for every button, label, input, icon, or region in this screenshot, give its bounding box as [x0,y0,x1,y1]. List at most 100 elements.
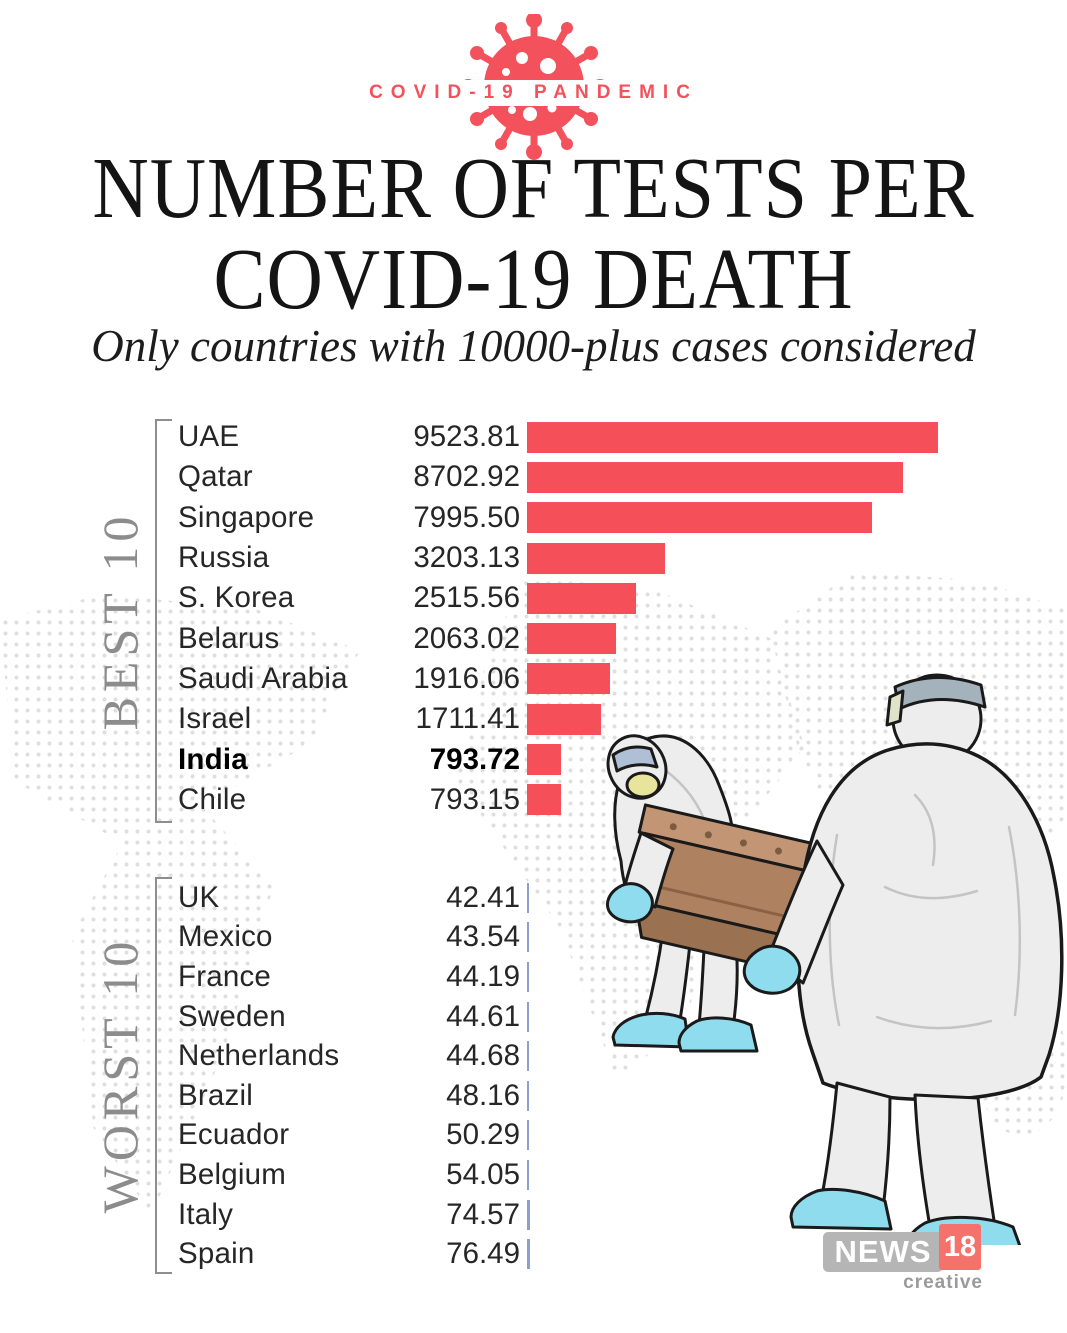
bracket-worst [155,877,175,1274]
value-bar [527,1080,530,1111]
value-bar [527,663,610,695]
country-label: Saudi Arabia [178,661,348,695]
goggles-left-worker [625,771,661,799]
news18-logo-creative: creative [903,1272,983,1293]
country-label: Brazil [178,1078,253,1112]
group-label-worst: WORST 10 [92,936,148,1214]
country-value: 3203.13 [413,541,520,575]
value-bar [527,582,636,614]
country-value: 76.49 [446,1237,520,1271]
visor-right-worker [893,676,987,711]
country-label: Qatar [178,460,253,494]
boot-left-worker-1 [611,1011,691,1049]
value-bar [527,1001,529,1032]
value-bar [527,1159,530,1190]
country-label: Spain [178,1237,255,1271]
best-rows: UAE 9523.81 Qatar 8702.92 Singapore 7995… [178,417,938,820]
chart-row: UK 42.41 [178,878,530,918]
country-label: India [178,742,248,776]
group-label-best: BEST 10 [92,511,148,731]
country-value: 7995.50 [413,500,520,534]
hazmat-workers-coffin-illustration [605,673,1064,1245]
page-subtitle: Only countries with 10000-plus cases con… [91,321,976,371]
pandemic-badge: COVID-19 PANDEMIC [355,80,712,106]
news18-creative-logo: NEWS 18 creative [823,1220,1043,1293]
value-bar [527,784,562,816]
country-value: 793.72 [429,742,520,776]
value-bar [527,703,601,735]
country-label: Netherlands [178,1039,340,1073]
country-value: 50.29 [446,1118,520,1152]
chart-row: Ecuador 50.29 [178,1116,530,1156]
chart-row: Mexico 43.54 [178,918,530,958]
title-line-2: COVID-19 DEATH [213,229,854,327]
country-label: Russia [178,541,270,575]
country-label: Israel [178,702,252,736]
country-value: 2515.56 [413,581,520,615]
value-bar [527,882,529,913]
country-value: 74.57 [446,1197,520,1231]
chart-row: UAE 9523.81 [178,417,938,457]
country-value: 48.16 [446,1078,520,1112]
country-label: UK [178,880,220,914]
chart-row: India 793.72 [178,739,938,779]
chart-row: Netherlands 44.68 [178,1036,530,1076]
country-value: 42.41 [446,880,520,914]
chart-row: Belgium 54.05 [178,1155,530,1195]
chart-row: Belarus 2063.02 [178,618,938,658]
value-bar [527,1199,531,1230]
country-label: S. Korea [178,581,295,615]
value-bar [527,922,529,953]
worst-rows: UK 42.41 Mexico 43.54 France 44.19 Swede… [178,878,531,1274]
country-value: 54.05 [446,1157,520,1191]
country-label: Belarus [178,621,280,655]
page-title: NUMBER OF TESTS PER COVID-19 DEATH [0,142,1067,323]
value-bar [527,623,616,655]
value-bar [527,744,562,776]
country-label: Ecuador [178,1118,290,1152]
country-value: 43.54 [446,920,520,954]
country-label: Mexico [178,920,273,954]
country-value: 8702.92 [413,460,520,494]
glove-right-worker [742,944,802,995]
news18-logo-18: 18 [939,1224,981,1270]
chart-row: Italy 74.57 [178,1195,531,1235]
title-line-1: NUMBER OF TESTS PER [92,138,975,237]
country-value: 1711.41 [415,702,520,736]
chart-row: Sweden 44.61 [178,997,530,1037]
chart-row: Brazil 48.16 [178,1076,530,1116]
country-value: 44.19 [446,959,520,993]
country-value: 793.15 [429,782,520,816]
chart-row: S. Korea 2515.56 [178,578,938,618]
goggle-band-left-worker [611,745,659,773]
news18-logo-news: NEWS [823,1232,943,1272]
value-bar [527,961,529,992]
value-bar [527,502,872,534]
value-bar [527,1120,530,1151]
chart-row: Chile 793.15 [178,780,938,820]
covid-virus-icon: COVID-19 PANDEMIC [355,14,712,164]
bracket-best [155,419,175,823]
boot-right-worker-1 [789,1187,893,1231]
value-bar [527,461,903,493]
country-value: 2063.02 [413,621,520,655]
chart-row: Spain 76.49 [178,1234,531,1274]
country-label: Sweden [178,999,286,1033]
boot-left-worker-2 [677,1016,759,1053]
country-label: Italy [178,1197,234,1231]
value-bar [527,1041,529,1072]
chart-row: Russia 3203.13 [178,538,938,578]
chart-row: Qatar 8702.92 [178,457,938,497]
glove-left-worker [605,882,654,924]
country-label: UAE [178,420,240,454]
chart-row: France 44.19 [178,957,530,997]
country-value: 44.61 [446,999,520,1033]
value-bar [527,1239,531,1270]
country-label: France [178,959,272,993]
chart-row: Israel 1711.41 [178,699,938,739]
value-bar [527,421,938,453]
country-value: 1916.06 [413,661,520,695]
value-bar [527,542,666,574]
country-label: Belgium [178,1157,286,1191]
